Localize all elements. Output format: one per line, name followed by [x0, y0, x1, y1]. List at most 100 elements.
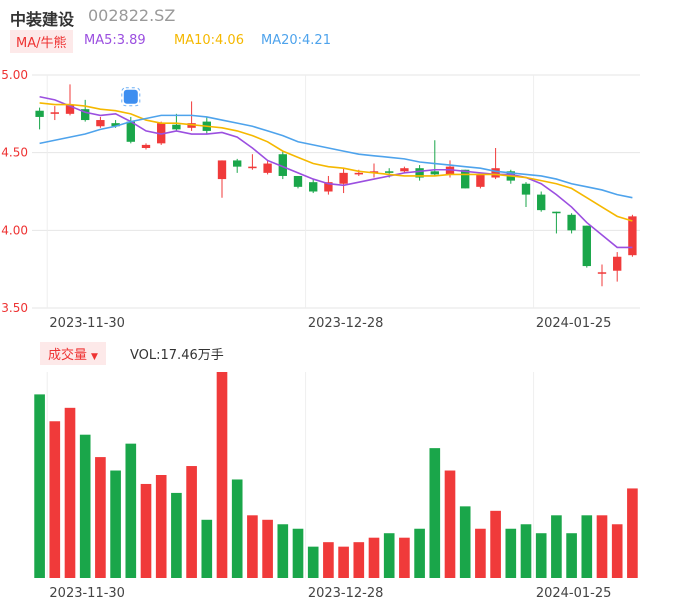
volume-bar	[171, 492, 182, 578]
ma5-line	[39, 95, 633, 249]
volume-bar	[323, 542, 334, 578]
volume-bar	[475, 528, 486, 578]
volume-bar	[383, 533, 395, 578]
volume-bar	[49, 421, 61, 578]
candle-body	[354, 172, 363, 175]
volume-bar	[551, 515, 562, 578]
volume-bar	[292, 528, 304, 578]
candle-body	[50, 112, 59, 114]
volume-bar	[216, 372, 228, 578]
volume-bar	[262, 519, 273, 578]
ma-toggle-button[interactable]: MA/牛熊	[10, 30, 73, 53]
volume-bar	[307, 546, 319, 578]
candle-body	[552, 211, 561, 214]
candle-body	[263, 163, 272, 173]
volume-bar	[186, 466, 197, 578]
candle-body	[461, 169, 470, 189]
volume-bar	[155, 475, 167, 578]
candle-body	[65, 104, 75, 114]
candle-body	[628, 216, 637, 256]
volume-indicator-dropdown[interactable]: 成交量 ▼	[40, 342, 106, 365]
candle-body	[597, 272, 607, 274]
candle-body	[217, 160, 227, 180]
volume-button-label: 成交量	[48, 348, 88, 363]
volume-bar	[566, 533, 577, 578]
x-tick-label: 2024-01-25	[536, 316, 612, 331]
candle-body	[385, 171, 394, 173]
volume-bar	[140, 483, 152, 578]
ma10-line	[39, 102, 633, 222]
volume-bar	[201, 519, 213, 578]
volume-bar	[505, 528, 517, 578]
y-tick-label: 5.00	[1, 68, 28, 82]
volume-bar	[520, 524, 532, 578]
candle-body	[172, 124, 181, 130]
event-marker-icon	[121, 87, 141, 107]
volume-bar	[429, 448, 441, 578]
volume-bar	[459, 506, 471, 578]
volume-bar	[444, 470, 456, 578]
y-tick-label: 3.50	[1, 301, 28, 315]
x-tick-label: 2023-11-30	[49, 586, 125, 601]
volume-bar	[399, 537, 410, 578]
volume-bar	[353, 542, 365, 578]
volume-bar	[368, 537, 380, 578]
volume-bar	[125, 443, 137, 578]
candle-body	[278, 154, 287, 176]
candle-body	[126, 121, 135, 142]
caret-down-icon: ▼	[91, 352, 98, 362]
volume-bar	[611, 524, 623, 578]
candle-body	[309, 182, 318, 192]
volume-bar	[79, 434, 91, 578]
candle-body	[476, 174, 485, 187]
volume-bar	[338, 546, 349, 578]
volume-bar	[64, 407, 76, 578]
volume-bar	[627, 488, 638, 578]
event-marker-box	[123, 89, 138, 104]
volume-bar	[414, 528, 425, 578]
candle-body	[81, 109, 90, 121]
candle-body	[233, 160, 242, 167]
candle-body	[415, 168, 424, 178]
x-tick-label: 2023-11-30	[49, 316, 125, 331]
candle-body	[567, 214, 576, 231]
stock-name: 中装建设	[10, 10, 75, 29]
candle-body	[400, 168, 409, 172]
candle-body	[35, 110, 44, 117]
volume-bar	[34, 394, 45, 578]
candle-body	[324, 182, 333, 192]
candle-body	[537, 194, 546, 211]
x-tick-label: 2023-12-28	[308, 586, 384, 601]
x-tick-label: 2024-01-25	[536, 586, 612, 601]
candle-body	[141, 144, 151, 149]
candle-body	[521, 183, 531, 195]
volume-bar	[231, 479, 243, 578]
volume-bar	[110, 470, 121, 578]
volume-bar	[277, 524, 289, 578]
volume-bar	[581, 515, 593, 578]
candle-body	[582, 225, 591, 267]
volume-bar	[596, 515, 608, 578]
candle-body	[111, 123, 120, 127]
volume-bar	[490, 510, 501, 578]
candle-body	[430, 171, 439, 175]
ma20-label: MA20:4.21	[261, 33, 331, 48]
volume-bar	[535, 533, 547, 578]
candle-body	[613, 256, 622, 271]
candle-body	[96, 120, 105, 127]
candle-body	[293, 175, 303, 187]
candle-body	[491, 168, 500, 178]
event-marker-frame	[121, 87, 141, 107]
candle-body	[339, 172, 348, 184]
y-tick-label: 4.50	[1, 146, 28, 160]
ma5-label: MA5:3.89	[84, 33, 146, 48]
y-tick-label: 4.00	[1, 223, 28, 237]
volume-bar	[95, 457, 106, 578]
volume-bar	[247, 515, 258, 578]
stock-code: 002822.SZ	[88, 6, 176, 25]
volume-value: VOL:17.46万手	[130, 348, 224, 363]
ma10-label: MA10:4.06	[174, 33, 244, 48]
ma20-line	[39, 114, 633, 199]
x-tick-label: 2023-12-28	[308, 316, 384, 331]
